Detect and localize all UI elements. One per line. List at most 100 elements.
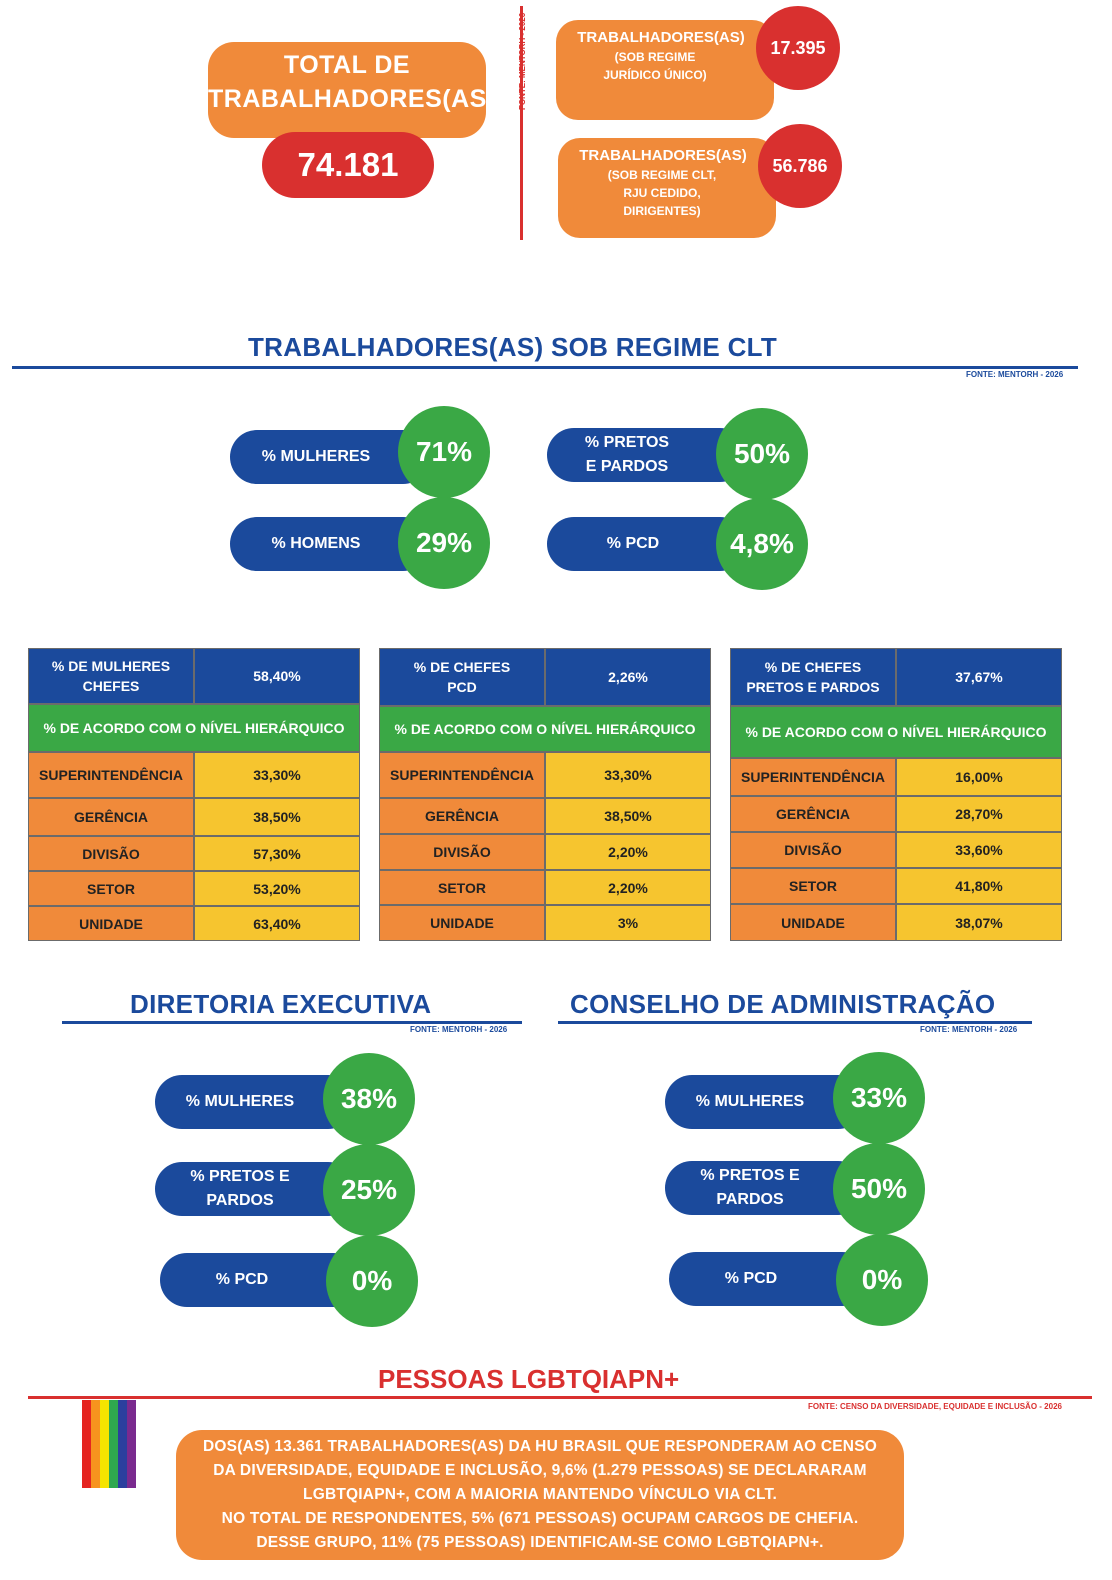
table-row-level: DIVISÃO [28, 836, 194, 871]
total-workers-value: 74.181 [262, 132, 434, 198]
table-row-level: GERÊNCIA [379, 798, 545, 834]
lgbt-text-line: DESSE GRUPO, 11% (75 PESSOAS) IDENTIFICA… [256, 1534, 824, 1551]
table-row-level: DIVISÃO [379, 834, 545, 870]
table-row-value: 33,30% [545, 752, 711, 798]
table-header-value: 58,40% [194, 648, 360, 704]
table-row-value: 63,40% [194, 906, 360, 941]
conselho-underline [558, 1021, 1032, 1024]
table-row-value: 2,20% [545, 834, 711, 870]
conselho-pcd-label: % PCD [724, 1270, 778, 1287]
diretoria-underline [62, 1021, 522, 1024]
rju-title: TRABALHADORES(AS) [577, 29, 745, 46]
diretoria-black-brown-label: % PRETOS E PARDOS [190, 1168, 290, 1209]
lgbt-summary-box: DOS(AS) 13.361 TRABALHADORES(AS) DA HU B… [176, 1430, 904, 1560]
table-row-value: 3% [545, 905, 711, 941]
table-header-label: % DE CHEFES PCD [379, 648, 545, 706]
clt-women-value: 71% [398, 406, 490, 498]
lgbt-text-line: DOS(AS) 13.361 TRABALHADORES(AS) DA HU B… [203, 1438, 877, 1455]
table-row-value: 57,30% [194, 836, 360, 871]
conselho-source: FONTE: MENTORH - 2026 [920, 1025, 1018, 1034]
table-row-value: 41,80% [896, 868, 1062, 904]
lgbt-text-line: DA DIVERSIDADE, EQUIDADE E INCLUSÃO, 9,6… [213, 1462, 867, 1479]
flag-stripe [91, 1400, 100, 1488]
table-header-label: % DE MULHERES CHEFES [28, 648, 194, 704]
rju-subtitle: (SOB REGIME JURÍDICO ÚNICO) [603, 50, 707, 82]
diretoria-black-brown-pill: % PRETOS E PARDOS [155, 1162, 355, 1216]
conselho-pcd-pill: % PCD [669, 1252, 869, 1306]
diretoria-source: FONTE: MENTORH - 2026 [410, 1025, 508, 1034]
clt-section-title: TRABALHADORES(AS) SOB REGIME CLT [248, 332, 778, 362]
lgbt-underline [28, 1396, 1092, 1399]
table-black-brown-chiefs: % DE CHEFES PRETOS E PARDOS 37,67% % DE … [730, 648, 1062, 941]
vertical-divider [520, 6, 523, 240]
table-subheader: % DE ACORDO COM O NÍVEL HIERÁRQUICO [730, 706, 1062, 758]
conselho-women-pill: % MULHERES [665, 1075, 865, 1129]
conselho-black-brown-pill: % PRETOS E PARDOS [665, 1161, 865, 1215]
conselho-women-value: 33% [833, 1052, 925, 1144]
clt-pcd-pill: % PCD [547, 517, 747, 571]
clt-women-pill: % MULHERES [230, 430, 430, 484]
vertical-source-note: FONTE: MENTORH - 2026 [518, 12, 527, 110]
flag-stripe [100, 1400, 109, 1488]
table-header-value: 2,26% [545, 648, 711, 706]
diretoria-black-brown-value: 25% [323, 1144, 415, 1236]
diretoria-women-value: 38% [323, 1053, 415, 1145]
table-row-value: 53,20% [194, 871, 360, 906]
table-row-level: GERÊNCIA [28, 798, 194, 836]
table-row-value: 38,50% [545, 798, 711, 834]
clt-men-pill: % HOMENS [230, 517, 430, 571]
table-row-level: SETOR [730, 868, 896, 904]
clt-section-underline [12, 366, 1078, 369]
clt-women-label: % MULHERES [261, 448, 371, 465]
flag-stripe [118, 1400, 127, 1488]
table-row-value: 2,20% [545, 870, 711, 905]
rju-workers-value: 17.395 [756, 6, 840, 90]
table-row-value: 33,60% [896, 832, 1062, 868]
table-women-chiefs: % DE MULHERES CHEFES 58,40% % DE ACORDO … [28, 648, 360, 941]
clt-title: TRABALHADORES(AS) [579, 147, 747, 164]
table-row-level: DIVISÃO [730, 832, 896, 868]
clt-subtitle: (SOB REGIME CLT, RJU CEDIDO, DIRIGENTES) [607, 168, 717, 218]
clt-pcd-value: 4,8% [716, 498, 808, 590]
table-row-level: SUPERINTENDÊNCIA [28, 752, 194, 798]
conselho-black-brown-value: 50% [833, 1143, 925, 1235]
conselho-pcd-value: 0% [836, 1234, 928, 1326]
table-header-label: % DE CHEFES PRETOS E PARDOS [730, 648, 896, 706]
diretoria-title: DIRETORIA EXECUTIVA [130, 989, 432, 1019]
table-row-level: SETOR [28, 871, 194, 906]
diretoria-pcd-value: 0% [326, 1235, 418, 1327]
clt-black-brown-pill: % PRETOS E PARDOS [547, 428, 747, 482]
clt-pcd-label: % PCD [606, 535, 660, 552]
conselho-black-brown-label: % PRETOS E PARDOS [700, 1167, 800, 1208]
pride-flag-icon [82, 1400, 136, 1488]
rju-workers-box: TRABALHADORES(AS) (SOB REGIME JURÍDICO Ú… [556, 20, 774, 120]
conselho-women-label: % MULHERES [695, 1093, 805, 1110]
flag-stripe [127, 1400, 136, 1488]
flag-stripe [82, 1400, 91, 1488]
table-pcd-chiefs: % DE CHEFES PCD 2,26% % DE ACORDO COM O … [379, 648, 711, 941]
lgbt-text-line: NO TOTAL DE RESPONDENTES, 5% (671 PESSOA… [221, 1510, 859, 1527]
conselho-title: CONSELHO DE ADMINISTRAÇÃO [570, 989, 996, 1019]
table-row-level: GERÊNCIA [730, 796, 896, 832]
table-subheader: % DE ACORDO COM O NÍVEL HIERÁRQUICO [28, 704, 360, 752]
diretoria-pcd-pill: % PCD [160, 1253, 360, 1307]
table-row-value: 33,30% [194, 752, 360, 798]
table-subheader: % DE ACORDO COM O NÍVEL HIERÁRQUICO [379, 706, 711, 752]
clt-section-source: FONTE: MENTORH - 2026 [966, 370, 1064, 379]
table-row-level: UNIDADE [379, 905, 545, 941]
table-header-value: 37,67% [896, 648, 1062, 706]
total-workers-box: TOTAL DE TRABALHADORES(AS) [208, 42, 495, 138]
lgbt-source: FONTE: CENSO DA DIVERSIDADE, EQUIDADE E … [808, 1402, 1062, 1411]
table-row-value: 38,50% [194, 798, 360, 836]
table-row-value: 28,70% [896, 796, 1062, 832]
clt-men-label: % HOMENS [271, 535, 361, 552]
lgbt-title: PESSOAS LGBTQIAPN+ [378, 1364, 680, 1394]
table-row-level: SETOR [379, 870, 545, 905]
diretoria-pcd-label: % PCD [215, 1271, 269, 1288]
table-row-level: SUPERINTENDÊNCIA [379, 752, 545, 798]
diretoria-women-label: % MULHERES [185, 1093, 295, 1110]
table-row-level: UNIDADE [730, 904, 896, 941]
table-row-level: UNIDADE [28, 906, 194, 941]
clt-workers-box: TRABALHADORES(AS) (SOB REGIME CLT, RJU C… [558, 138, 776, 238]
table-row-value: 16,00% [896, 758, 1062, 796]
